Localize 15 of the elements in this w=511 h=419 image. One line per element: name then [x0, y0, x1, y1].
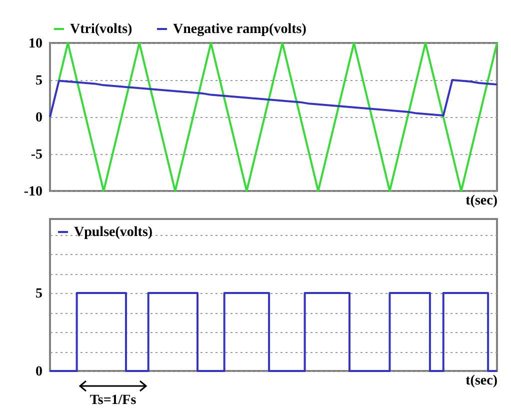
text: Ts=1/Fs — [90, 393, 136, 409]
line-series — [49, 79, 498, 118]
y-tick-label: -10 — [24, 184, 42, 200]
legend-label: Vtri(volts) — [70, 22, 133, 37]
x-axis-title: t(sec) — [466, 194, 498, 208]
y-tick-label: 5 — [36, 286, 42, 302]
y-tick-label: 0 — [36, 364, 42, 380]
legend-label: Vnegative ramp(volts) — [173, 22, 307, 37]
legend-label: Vpulse(volts) — [74, 225, 153, 240]
y-tick-label: 10 — [28, 36, 42, 52]
y-tick-label: 0 — [36, 110, 42, 126]
y-tick-label: 5 — [36, 74, 42, 88]
line-series — [58, 42, 498, 192]
x-axis-title: t(sec) — [466, 374, 498, 388]
y-tick-label: -5 — [30, 148, 42, 162]
